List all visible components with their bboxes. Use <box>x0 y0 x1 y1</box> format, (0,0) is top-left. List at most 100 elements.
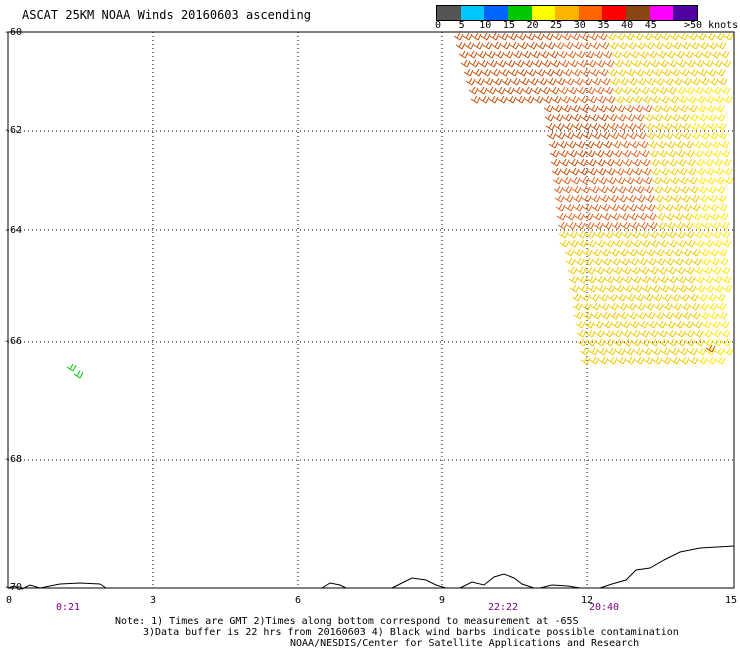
wind-barb <box>513 86 524 95</box>
wind-barb <box>687 176 698 185</box>
wind-barb <box>566 50 577 59</box>
wind-barb <box>622 59 633 68</box>
wind-barb <box>568 59 579 68</box>
wind-barb <box>655 212 666 221</box>
wind-barb <box>587 95 598 104</box>
wind-barb <box>652 356 663 365</box>
wind-barb <box>721 59 732 68</box>
wind-barb <box>683 140 694 149</box>
wind-barb <box>722 167 733 176</box>
wind-barb <box>592 257 603 266</box>
wind-barb <box>677 167 688 176</box>
wind-barb <box>591 131 602 140</box>
wind-barb <box>635 122 646 131</box>
wind-barb <box>585 86 596 95</box>
credit-line: NOAA/NESDIS/Center for Satellite Applica… <box>290 638 640 649</box>
wind-barb <box>572 122 583 131</box>
wind-barb <box>625 113 636 122</box>
colorbar-segment <box>460 6 485 20</box>
wind-barb <box>708 77 719 86</box>
wind-barb <box>705 176 716 185</box>
wind-barb <box>669 176 680 185</box>
wind-barb <box>554 194 565 203</box>
wind-barb <box>600 203 611 212</box>
wind-barb <box>591 203 602 212</box>
wind-barb <box>698 194 709 203</box>
wind-barb <box>666 266 677 275</box>
wind-barb <box>699 131 710 140</box>
wind-barb <box>617 302 628 311</box>
wind-barb <box>589 185 600 194</box>
wind-barb <box>715 113 726 122</box>
wind-barb <box>617 194 628 203</box>
wind-barb <box>573 248 584 257</box>
wind-barb <box>697 293 708 302</box>
wind-barb <box>562 113 573 122</box>
wind-barb <box>715 293 726 302</box>
wind-barb <box>591 311 602 320</box>
wind-barb <box>616 113 627 122</box>
wind-barb <box>643 113 654 122</box>
wind-barb <box>551 167 562 176</box>
wind-barb <box>623 284 634 293</box>
wind-barb <box>707 194 718 203</box>
wind-barb <box>716 302 727 311</box>
wind-barb <box>684 86 695 95</box>
wind-barb <box>580 68 591 77</box>
wind-barb <box>706 113 717 122</box>
wind-barb <box>711 149 722 158</box>
wind-barb <box>595 275 606 284</box>
wind-barb <box>719 320 730 329</box>
wind-barb <box>510 77 521 86</box>
wind-barb <box>558 230 569 239</box>
wind-barb <box>566 140 577 149</box>
wind-barb <box>530 50 541 59</box>
wind-barb <box>570 176 581 185</box>
wind-barb <box>631 59 642 68</box>
wind-barb <box>561 104 572 113</box>
wind-barb <box>570 32 581 41</box>
wind-barb <box>712 158 723 167</box>
wind-barb <box>602 50 613 59</box>
wind-barb <box>681 131 692 140</box>
wind-barb <box>704 284 715 293</box>
wind-barb <box>699 311 710 320</box>
wind-barb <box>669 104 680 113</box>
wind-barb <box>569 95 580 104</box>
wind-barb <box>545 122 556 131</box>
wind-barb <box>597 104 608 113</box>
wind-barb <box>658 239 669 248</box>
wind-barb <box>599 302 610 311</box>
wind-barb <box>568 275 579 284</box>
wind-barb <box>627 311 638 320</box>
wind-barb <box>667 158 678 167</box>
wind-barb <box>583 257 594 266</box>
wind-barb <box>494 50 505 59</box>
wind-barb <box>567 230 578 239</box>
wind-barb <box>658 275 669 284</box>
wind-barb <box>666 149 677 158</box>
wind-barb <box>655 257 666 266</box>
wind-barb <box>453 32 464 41</box>
wind-barb <box>654 203 665 212</box>
wind-barb <box>609 203 620 212</box>
wind-barb <box>667 59 678 68</box>
wind-barb <box>629 140 640 149</box>
wind-barb <box>720 329 731 338</box>
wind-barb <box>621 86 632 95</box>
wind-barb <box>681 311 692 320</box>
wind-barb <box>643 356 654 365</box>
wind-barb <box>620 140 631 149</box>
wind-barb <box>720 230 731 239</box>
wind-barb <box>621 266 632 275</box>
wind-barb <box>627 131 638 140</box>
wind-barb <box>489 32 500 41</box>
wind-barb <box>701 221 712 230</box>
wind-barb <box>657 329 668 338</box>
wind-barb <box>544 68 555 77</box>
wind-barb <box>662 302 673 311</box>
wind-barb <box>552 104 563 113</box>
wind-barb <box>696 347 707 356</box>
wind-barb <box>634 356 645 365</box>
wind-barb <box>660 347 671 356</box>
